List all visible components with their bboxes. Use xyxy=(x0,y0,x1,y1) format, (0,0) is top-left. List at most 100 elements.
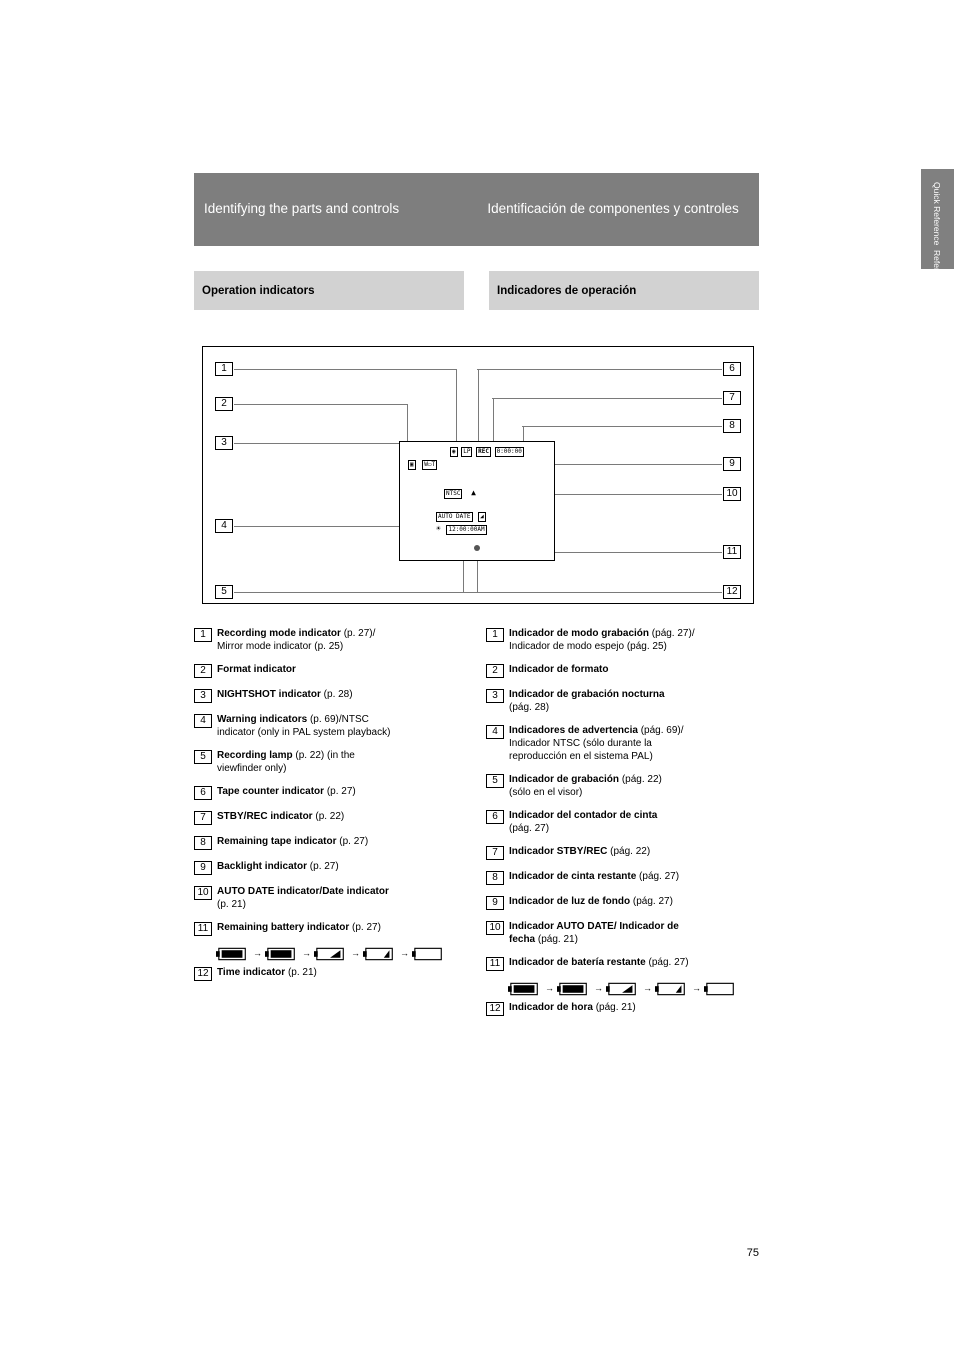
list-item: 9Indicador de luz de fondo (pág. 27) xyxy=(486,895,761,910)
list-num: 2 xyxy=(486,664,504,678)
battery-icon xyxy=(216,946,250,962)
list-item: 5Indicador de grabación (pág. 22)(sólo e… xyxy=(486,773,761,799)
list-item: 1 Recording mode indicator (p. 27)/Mirror… xyxy=(194,627,469,653)
list-num: 3 xyxy=(194,689,212,703)
list-num: 10 xyxy=(486,921,504,935)
list-num: 4 xyxy=(486,725,504,739)
battery-icon xyxy=(363,946,397,962)
osd-time: 12:00:00AM xyxy=(446,525,486,535)
list-text: Backlight indicator (p. 27) xyxy=(217,860,469,875)
callout-2: 2 xyxy=(215,397,233,411)
list-item: 6Tape counter indicator (p. 27) xyxy=(194,785,469,800)
list-num: 4 xyxy=(194,714,212,728)
list-item: 11Indicador de batería restante (pág. 27… xyxy=(486,956,761,971)
list-item: 4 Warning indicators (p. 69)/NTSCindicato… xyxy=(194,713,469,739)
list-text: Recording mode indicator (p. 27)/Mirror … xyxy=(217,627,469,653)
list-text: Indicador de luz de fondo (pág. 27) xyxy=(509,895,761,910)
list-text: Indicador de grabación (pág. 22)(sólo en… xyxy=(509,773,761,799)
list-text: Format indicator xyxy=(217,663,469,678)
battery-icon xyxy=(508,981,542,997)
viewfinder-screen: ◉ LP REC 0:00:00 ▣ W▭T NTSC ▲ AUTO DATE … xyxy=(399,441,555,561)
list-item: 9 Backlight indicator (p. 27) xyxy=(194,860,469,875)
battery-icon xyxy=(412,946,446,962)
list-num: 6 xyxy=(486,810,504,824)
list-text: Indicadores de advertencia (pág. 69)/Ind… xyxy=(509,724,761,763)
list-text: Indicador de grabación nocturna(pág. 28) xyxy=(509,688,761,714)
battery-icon xyxy=(704,981,738,997)
sub-en: Operation indicators xyxy=(194,271,464,310)
arrow-icon: → xyxy=(400,948,409,960)
list-num: 1 xyxy=(194,628,212,642)
arrow-icon: → xyxy=(594,983,603,995)
battery-icon xyxy=(314,946,348,962)
list-item: 2 Format indicator xyxy=(194,663,469,678)
osd-lp: LP xyxy=(461,447,472,457)
list-num: 7 xyxy=(486,846,504,860)
list-text: Tape counter indicator (p. 27) xyxy=(217,785,469,800)
title-es: Identificación de componentes y controle… xyxy=(487,200,749,218)
list-text: Indicador AUTO DATE/ Indicador defecha (… xyxy=(509,920,761,946)
battery-indicator-row: → → → → xyxy=(216,946,469,962)
arrow-icon: → xyxy=(643,983,652,995)
list-num: 5 xyxy=(194,750,212,764)
list-text: Indicador de modo grabación (pág. 27)/In… xyxy=(509,627,761,653)
osd-batt-icon: ◢ xyxy=(478,512,486,522)
battery-icon xyxy=(557,981,591,997)
sub-bars: Operation indicators Indicadores de oper… xyxy=(194,271,759,310)
callout-1: 1 xyxy=(215,362,233,376)
callout-4: 4 xyxy=(215,519,233,533)
page-number: 75 xyxy=(747,1247,759,1259)
callout-12: 12 xyxy=(723,585,741,599)
arrow-icon: → xyxy=(692,983,701,995)
list-num: 2 xyxy=(194,664,212,678)
list-item: 10 AUTO DATE indicator/Date indicator(p. … xyxy=(194,885,469,911)
list-text: Indicador de cinta restante (pág. 27) xyxy=(509,870,761,885)
list-item: 5 Recording lamp (p. 22) (in theviewfinde… xyxy=(194,749,469,775)
list-item: 6Indicador del contador de cinta(pág. 27… xyxy=(486,809,761,835)
callout-10: 10 xyxy=(723,487,741,501)
osd-zoom: W▭T xyxy=(422,460,437,470)
arrow-icon: → xyxy=(253,948,262,960)
battery-icon xyxy=(606,981,640,997)
rec-lamp-dot xyxy=(474,545,480,551)
list-text: Remaining battery indicator (p. 27) xyxy=(217,921,469,936)
list-num: 9 xyxy=(194,861,212,875)
callout-11: 11 xyxy=(723,545,741,559)
list-text: Remaining tape indicator (p. 27) xyxy=(217,835,469,850)
list-item: 12Indicador de hora (pág. 21) xyxy=(486,1001,761,1016)
list-item: 7 Indicador STBY/REC (pág. 22) xyxy=(486,845,761,860)
list-item: 12Time indicator (p. 21) xyxy=(194,966,469,981)
osd-icon: ◉ xyxy=(450,447,458,457)
list-num: 3 xyxy=(486,689,504,703)
sub-es: Indicadores de operación xyxy=(489,271,759,310)
osd-rec: REC xyxy=(476,447,491,457)
list-item: 1 Indicador de modo grabación (pág. 27)/I… xyxy=(486,627,761,653)
osd-ntsc: NTSC xyxy=(444,489,462,499)
osd-counter: 0:00:00 xyxy=(495,447,524,457)
list-text: Indicador STBY/REC (pág. 22) xyxy=(509,845,761,860)
list-text: Warning indicators (p. 69)/NTSCindicator… xyxy=(217,713,469,739)
list-text: Recording lamp (p. 22) (in theviewfinder… xyxy=(217,749,469,775)
list-num: 12 xyxy=(486,1002,504,1016)
list-item: 3NIGHTSHOT indicator (p. 28) xyxy=(194,688,469,703)
list-num: 1 xyxy=(486,628,504,642)
arrow-icon: → xyxy=(351,948,360,960)
callout-8: 8 xyxy=(723,419,741,433)
list-text: AUTO DATE indicator/Date indicator(p. 21… xyxy=(217,885,469,911)
callout-3: 3 xyxy=(215,436,233,450)
list-num: 8 xyxy=(194,836,212,850)
list-item: 7STBY/REC indicator (p. 22) xyxy=(194,810,469,825)
callout-7: 7 xyxy=(723,391,741,405)
list-text: Indicador de formato xyxy=(509,663,761,678)
callout-9: 9 xyxy=(723,457,741,471)
eject-icon: ▲ xyxy=(471,488,476,497)
list-item: 8Indicador de cinta restante (pág. 27) xyxy=(486,870,761,885)
title-bar: Identifying the parts and controls Ident… xyxy=(194,173,759,246)
list-item: 4 Indicadores de advertencia (pág. 69)/In… xyxy=(486,724,761,763)
list-es: 1 Indicador de modo grabación (pág. 27)/I… xyxy=(486,627,761,1026)
list-item: 3 Indicador de grabación nocturna(pág. 28… xyxy=(486,688,761,714)
list-en: 1 Recording mode indicator (p. 27)/Mirror… xyxy=(194,627,469,991)
list-item: 8 Remaining tape indicator (p. 27) xyxy=(194,835,469,850)
list-num: 12 xyxy=(194,967,212,981)
list-num: 10 xyxy=(194,886,212,900)
